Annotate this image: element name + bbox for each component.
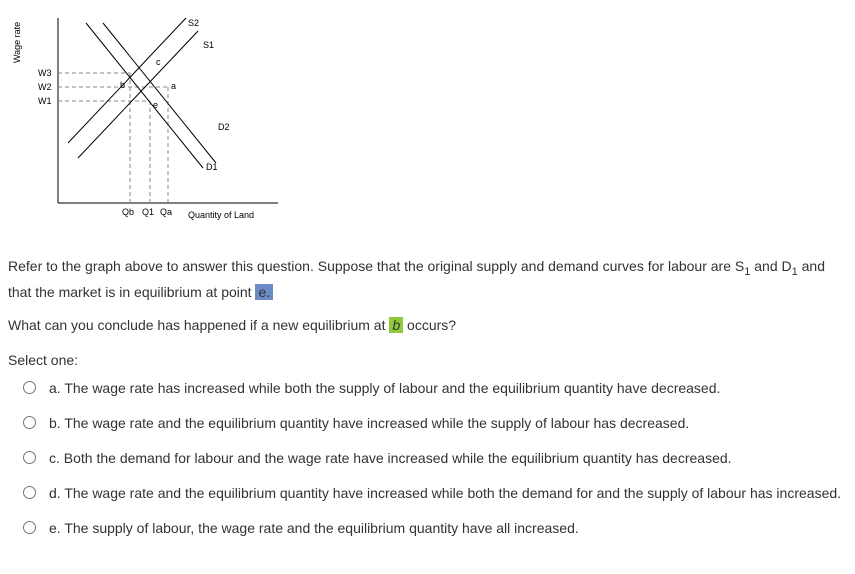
question-paragraph-2: What can you conclude has happened if a … — [8, 314, 847, 336]
graph-container: Wage rate W3 W2 W1 Qb Q1 Qa Quantity of … — [8, 8, 847, 231]
option-b[interactable]: b. The wage rate and the equilibrium qua… — [18, 413, 847, 434]
option-d-text: d. The wage rate and the equilibrium qua… — [49, 483, 847, 504]
option-a-text: a. The wage rate has increased while bot… — [49, 378, 847, 399]
option-c[interactable]: c. Both the demand for labour and the wa… — [18, 448, 847, 469]
radio-b[interactable] — [23, 416, 36, 429]
options-list: a. The wage rate has increased while bot… — [8, 378, 847, 539]
supply-demand-graph: Wage rate W3 W2 W1 Qb Q1 Qa Quantity of … — [8, 8, 308, 228]
option-c-text: c. Both the demand for labour and the wa… — [49, 448, 847, 469]
curve-label-d1: D1 — [206, 162, 218, 172]
option-a[interactable]: a. The wage rate has increased while bot… — [18, 378, 847, 399]
option-e-text: e. The supply of labour, the wage rate a… — [49, 518, 847, 539]
q-line1-pre: Refer to the graph above to answer this … — [8, 258, 744, 274]
radio-d[interactable] — [23, 486, 36, 499]
x-tick-q1: Q1 — [142, 207, 154, 217]
option-d[interactable]: d. The wage rate and the equilibrium qua… — [18, 483, 847, 504]
highlight-b: b — [389, 317, 403, 333]
q-line1-mid: and D — [750, 258, 791, 274]
x-tick-qb: Qb — [122, 207, 134, 217]
x-axis-label: Quantity of Land — [188, 210, 254, 220]
point-b: b — [120, 80, 125, 90]
option-e[interactable]: e. The supply of labour, the wage rate a… — [18, 518, 847, 539]
x-tick-qa: Qa — [160, 207, 172, 217]
y-tick-w2: W2 — [38, 82, 52, 92]
radio-e[interactable] — [23, 521, 36, 534]
curve-label-d2: D2 — [218, 122, 230, 132]
question-paragraph-1: Refer to the graph above to answer this … — [8, 255, 847, 304]
select-one-prompt: Select one: — [8, 352, 847, 368]
point-a: a — [171, 81, 176, 91]
highlight-e: e. — [255, 284, 273, 300]
y-tick-w1: W1 — [38, 96, 52, 106]
option-b-text: b. The wage rate and the equilibrium qua… — [49, 413, 847, 434]
y-axis-label: Wage rate — [12, 22, 22, 63]
q-line2-pre: What can you conclude has happened if a … — [8, 317, 389, 333]
curve-label-s1: S1 — [203, 40, 214, 50]
curve-label-s2: S2 — [188, 18, 199, 28]
point-c: c — [156, 57, 161, 67]
q-line2-post: occurs? — [403, 317, 456, 333]
point-e: e — [153, 100, 158, 110]
radio-c[interactable] — [23, 451, 36, 464]
y-tick-w3: W3 — [38, 68, 52, 78]
radio-a[interactable] — [23, 381, 36, 394]
